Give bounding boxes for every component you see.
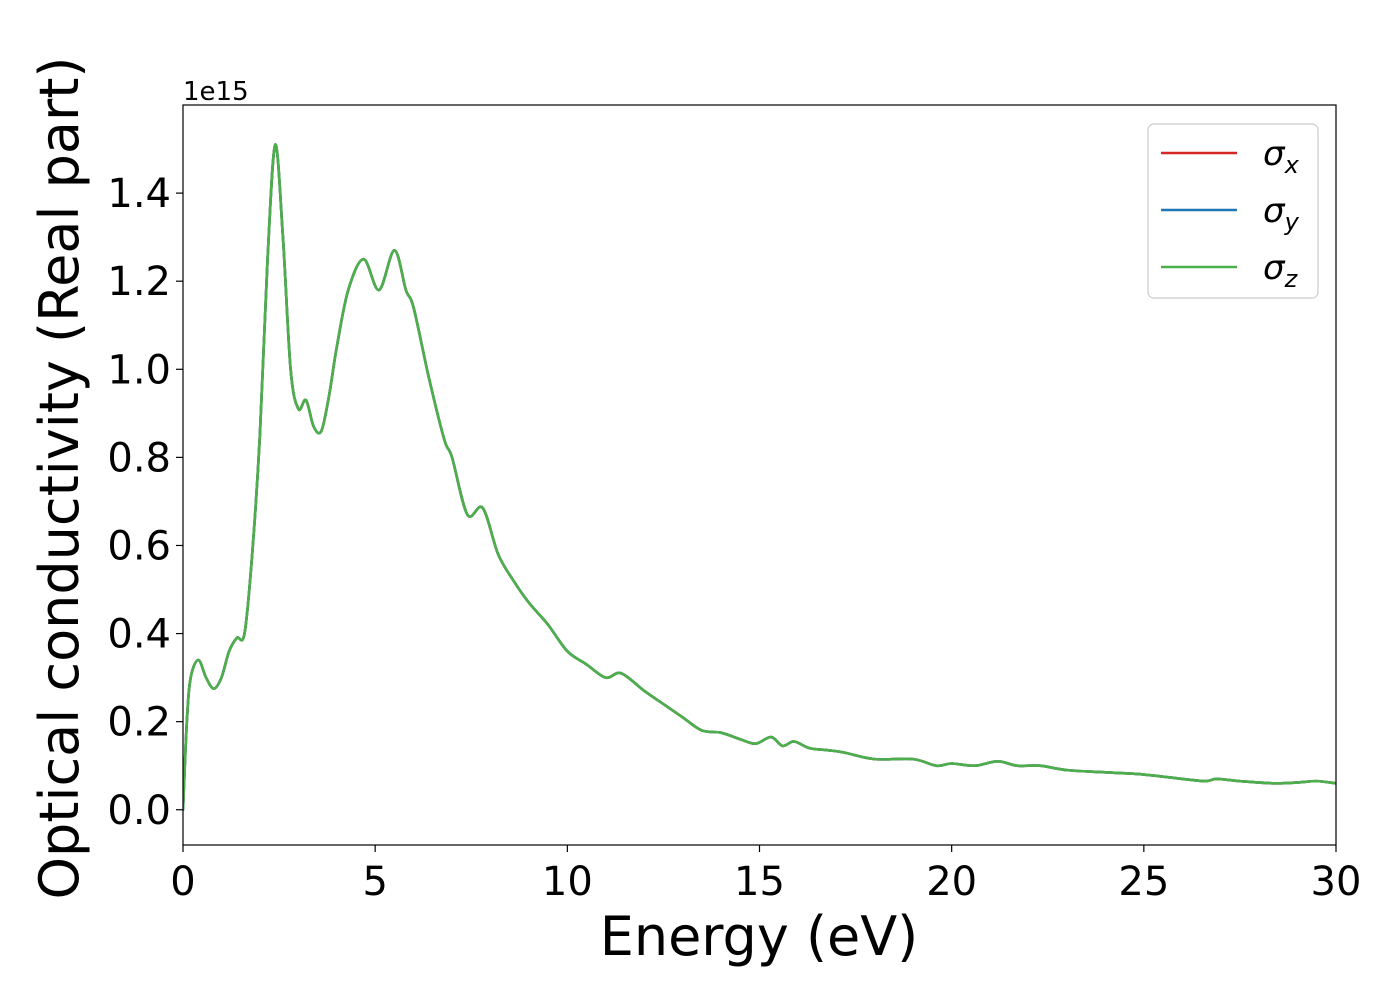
x-tick-label: 25 bbox=[1118, 859, 1169, 905]
x-tick-label: 10 bbox=[542, 859, 593, 905]
y-axis-label: Optical conductivity (Real part) bbox=[28, 57, 91, 900]
x-tick-label: 20 bbox=[926, 859, 977, 905]
y-tick-label: 0.4 bbox=[107, 612, 171, 658]
legend-label-z: σz bbox=[1263, 248, 1299, 293]
x-tick-label: 15 bbox=[734, 859, 785, 905]
legend-subscript: y bbox=[1284, 208, 1300, 236]
x-axis-ticks: 0 5 10 15 20 25 30 bbox=[170, 845, 1361, 905]
y-tick-label: 1.0 bbox=[107, 347, 171, 393]
y-tick-label: 0.2 bbox=[107, 700, 171, 746]
series-line-3 bbox=[183, 143, 1336, 812]
legend-symbol: σ bbox=[1263, 191, 1286, 231]
y-tick-label: 0.8 bbox=[107, 435, 171, 481]
plot-area bbox=[182, 104, 1337, 846]
x-tick-label: 0 bbox=[170, 859, 195, 905]
legend-symbol: σ bbox=[1263, 248, 1286, 288]
legend-symbol: σ bbox=[1263, 134, 1286, 174]
legend-label-x: σx bbox=[1263, 134, 1300, 179]
series-layer bbox=[183, 143, 1336, 812]
x-tick-label: 30 bbox=[1311, 859, 1362, 905]
legend-subscript: x bbox=[1284, 151, 1300, 179]
legend-subscript: z bbox=[1284, 265, 1299, 293]
y-tick-label: 1.2 bbox=[107, 259, 171, 305]
legend-label-y: σy bbox=[1263, 191, 1300, 236]
x-tick-label: 5 bbox=[362, 859, 387, 905]
y-tick-label: 0.6 bbox=[107, 523, 171, 569]
y-axis-ticks: 0.0 0.2 0.4 0.6 0.8 1.0 1.2 1.4 bbox=[107, 171, 183, 834]
y-tick-label: 1.4 bbox=[107, 171, 171, 217]
y-tick-label: 0.0 bbox=[107, 788, 171, 834]
y-offset-label: 1e15 bbox=[183, 77, 249, 107]
x-axis-label: Energy (eV) bbox=[600, 905, 919, 968]
